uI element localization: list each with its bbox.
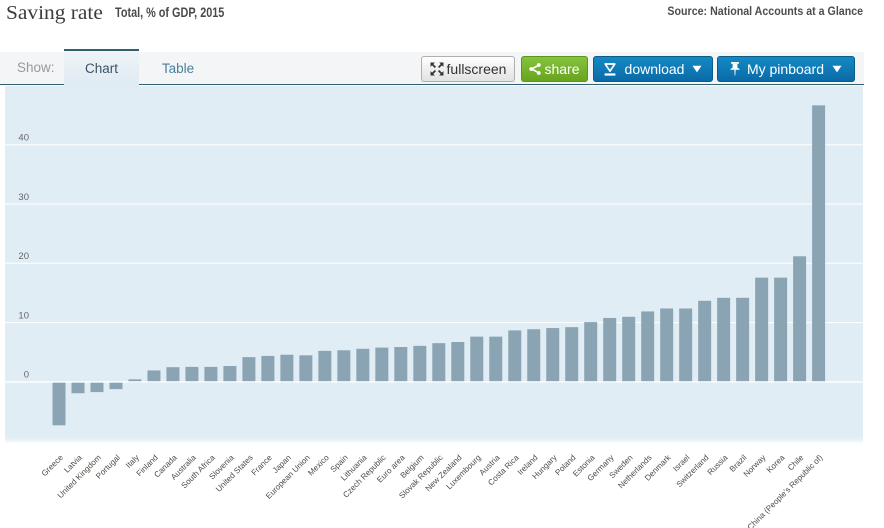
svg-text:40: 40 [18, 133, 29, 144]
svg-text:30: 30 [18, 192, 29, 203]
svg-text:Russia: Russia [706, 453, 730, 477]
svg-text:10: 10 [18, 310, 29, 321]
svg-text:Mexico: Mexico [306, 453, 331, 478]
svg-text:Greece: Greece [40, 453, 65, 478]
svg-text:0: 0 [24, 370, 29, 381]
svg-text:20: 20 [18, 251, 29, 262]
svg-text:France: France [250, 453, 275, 478]
svg-text:Norway: Norway [742, 452, 768, 478]
svg-text:Korea: Korea [765, 453, 787, 475]
